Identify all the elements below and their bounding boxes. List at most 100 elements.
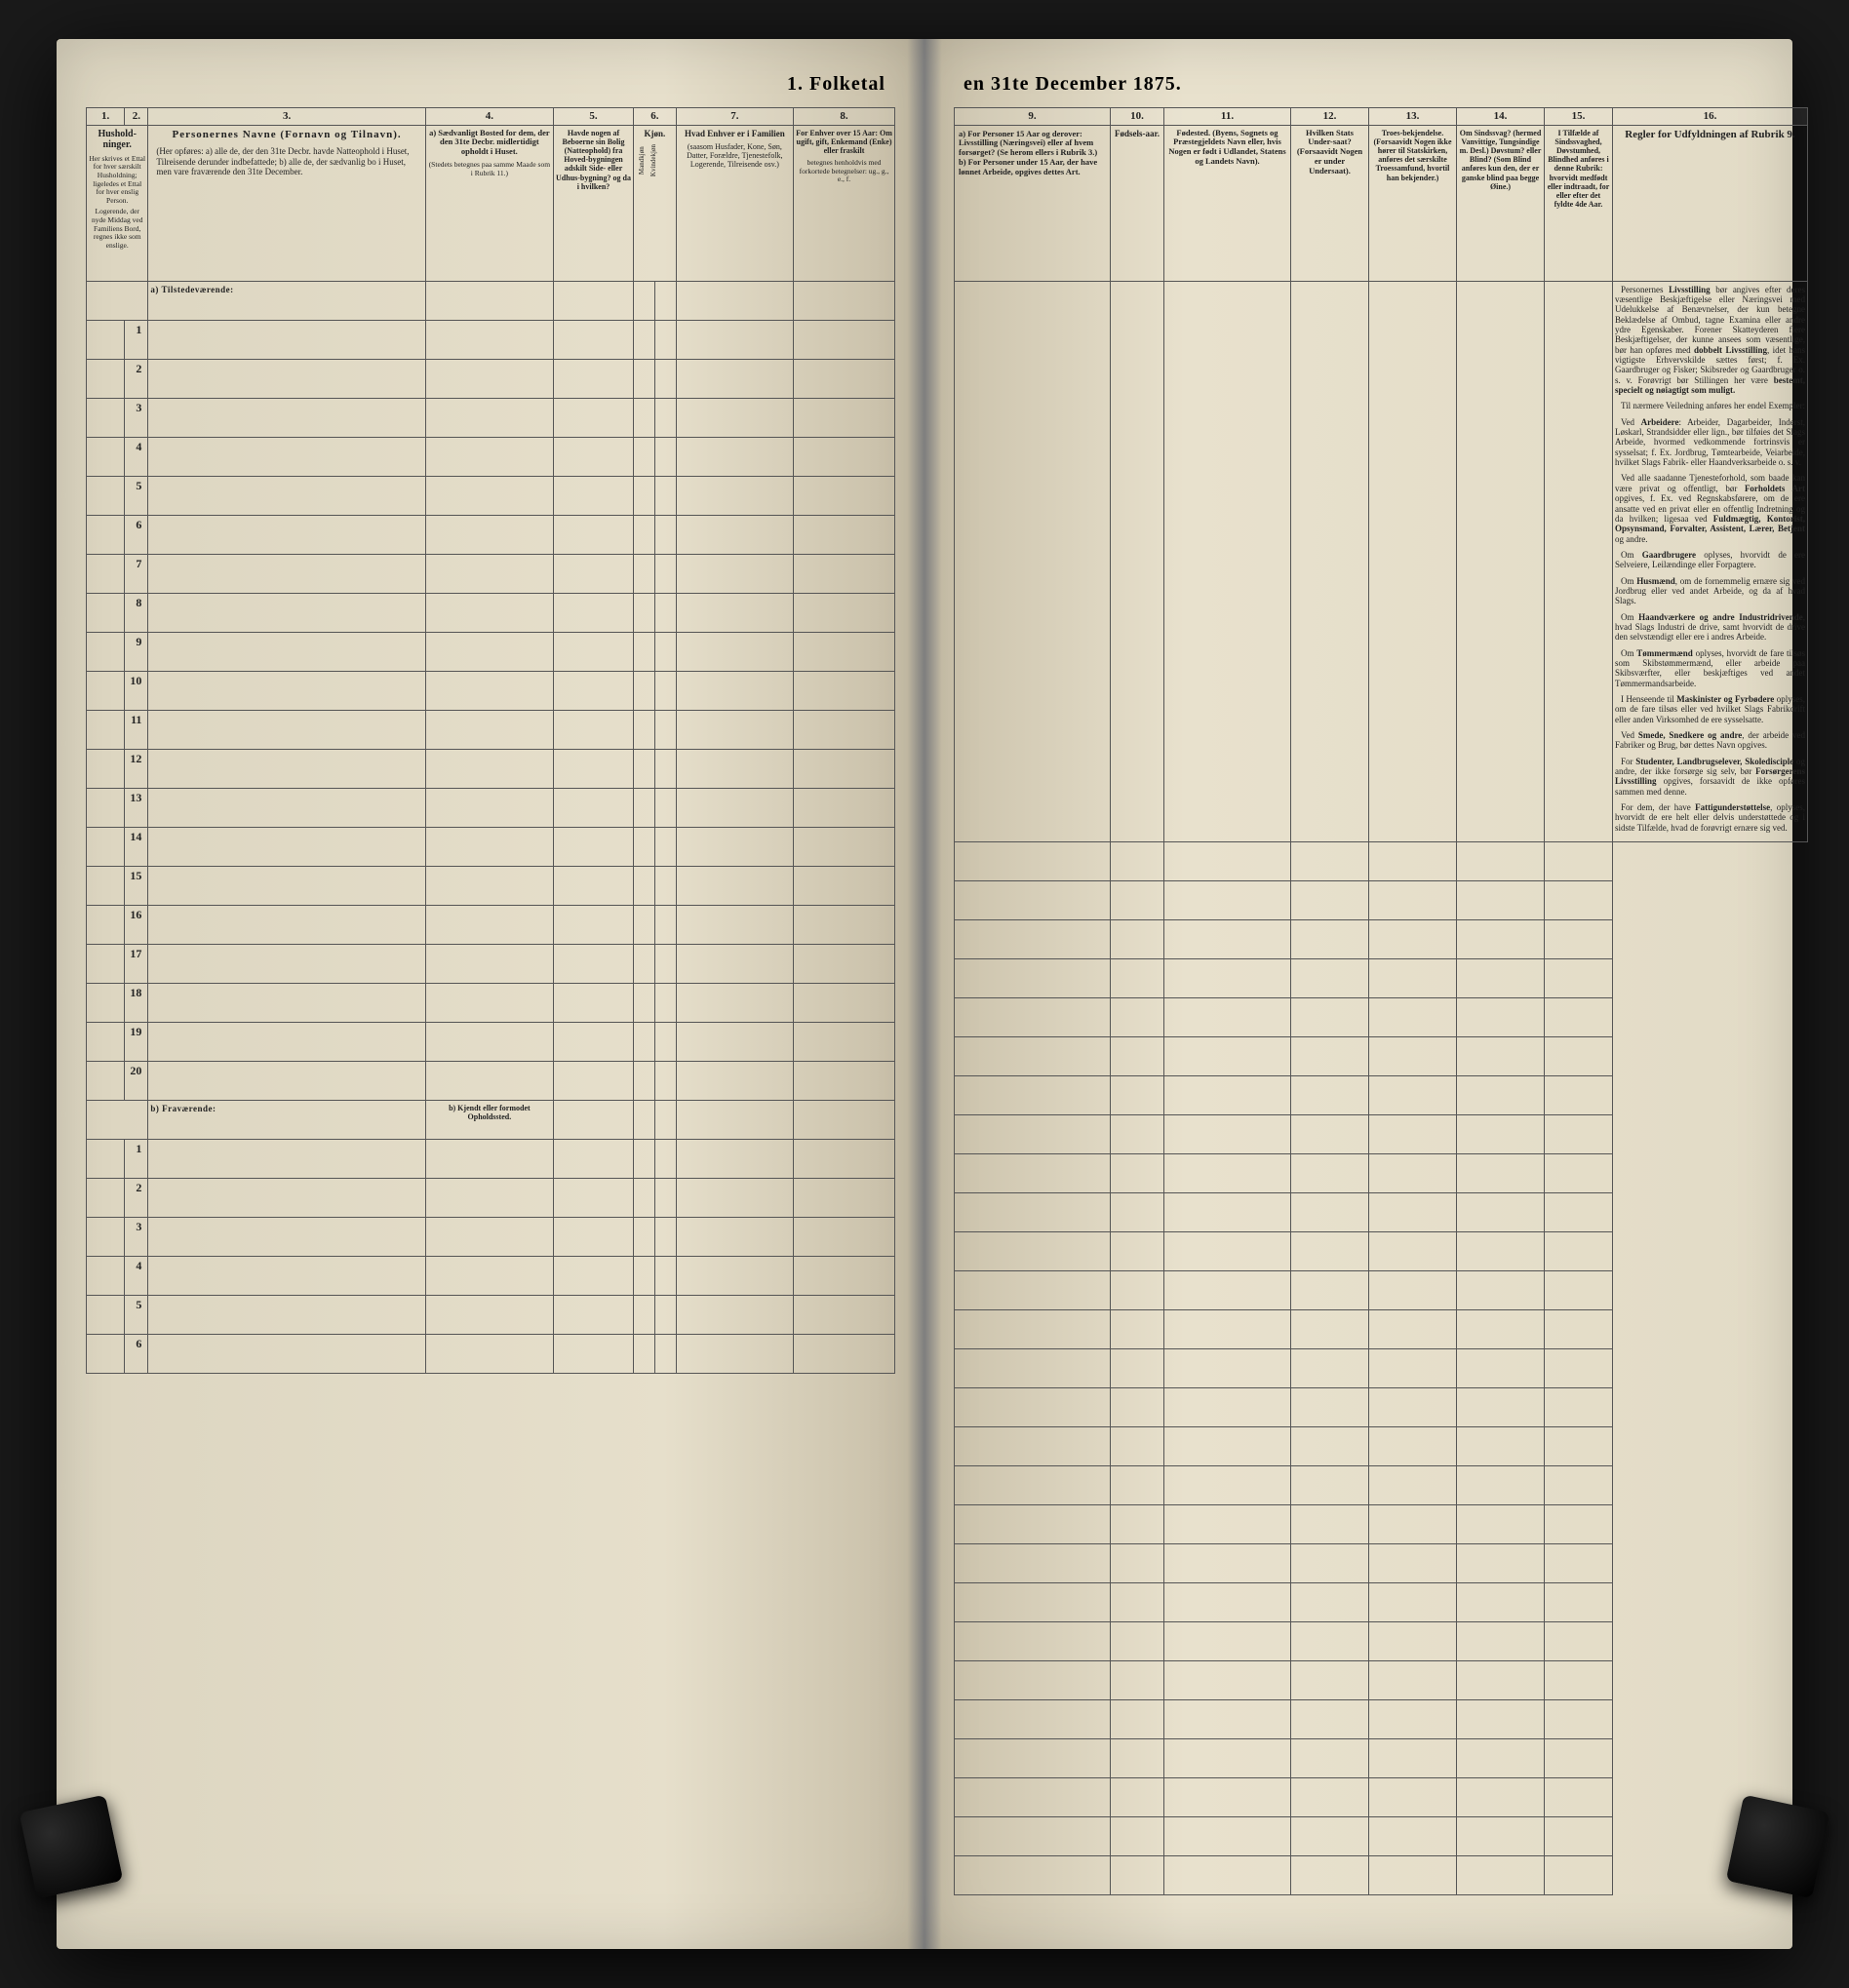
cell xyxy=(1369,1544,1457,1583)
table-row: 12 xyxy=(87,749,895,788)
table-row xyxy=(955,1778,1808,1817)
cell xyxy=(87,749,125,788)
table-row: 16 xyxy=(87,905,895,944)
cell xyxy=(955,1700,1111,1739)
cell xyxy=(676,1022,793,1061)
cell xyxy=(654,671,676,710)
cell xyxy=(148,671,425,710)
cell xyxy=(1164,1349,1291,1388)
cell xyxy=(955,1739,1111,1778)
cell xyxy=(1545,1232,1613,1271)
row-number: 15 xyxy=(125,866,148,905)
cell xyxy=(1291,1700,1369,1739)
cell xyxy=(955,1193,1111,1232)
table-row: 2 xyxy=(87,1178,895,1217)
cell xyxy=(1545,1310,1613,1349)
cell xyxy=(1111,881,1164,920)
cell xyxy=(1369,1115,1457,1154)
cell xyxy=(676,437,793,476)
cell xyxy=(955,1310,1111,1349)
cell xyxy=(794,437,895,476)
cell xyxy=(1369,1154,1457,1193)
cell xyxy=(87,320,125,359)
section-a-pad xyxy=(87,281,148,320)
cell xyxy=(634,1178,655,1217)
cell xyxy=(955,1076,1111,1115)
cell xyxy=(553,983,633,1022)
cell xyxy=(794,632,895,671)
cell xyxy=(553,1295,633,1334)
cell xyxy=(1545,1700,1613,1739)
cell xyxy=(676,320,793,359)
head-8: For Enhver over 15 Aar: Om ugift, gift, … xyxy=(794,125,895,281)
cell xyxy=(955,881,1111,920)
cell xyxy=(553,437,633,476)
row-number: 6 xyxy=(125,1334,148,1373)
cell xyxy=(654,1217,676,1256)
cell xyxy=(1457,1271,1545,1310)
cell xyxy=(1545,1583,1613,1622)
cell xyxy=(1164,920,1291,959)
cell xyxy=(1111,1466,1164,1505)
cell xyxy=(794,944,895,983)
cell xyxy=(1545,1115,1613,1154)
cell xyxy=(676,944,793,983)
cell xyxy=(955,1856,1111,1895)
row-number: 20 xyxy=(125,1061,148,1100)
sub-text-3: (Her opføres: a) alle de, der den 31te D… xyxy=(150,146,422,176)
sub-text-8: betegnes henholdvis med forkortede beteg… xyxy=(796,159,892,184)
cell xyxy=(634,788,655,827)
table-row: 14 xyxy=(87,827,895,866)
binder-clip-icon xyxy=(20,1795,124,1899)
cell xyxy=(654,1061,676,1100)
cell xyxy=(1369,881,1457,920)
cell xyxy=(1164,959,1291,998)
cell xyxy=(425,905,553,944)
head-1-2: Hushold-ninger. Her skrives et Ettal for… xyxy=(87,125,148,281)
cell xyxy=(1457,1700,1545,1739)
cell xyxy=(794,1022,895,1061)
cell xyxy=(1164,998,1291,1037)
cell xyxy=(425,320,553,359)
table-row: 7 xyxy=(87,554,895,593)
cell xyxy=(1111,1232,1164,1271)
head-13: Troes-bekjendelse. (Forsaavidt Nogen ikk… xyxy=(1369,125,1457,281)
cell xyxy=(148,1061,425,1100)
table-row: 15 xyxy=(87,866,895,905)
cell xyxy=(1164,1076,1291,1115)
table-row: 9 xyxy=(87,632,895,671)
cell xyxy=(794,359,895,398)
cell xyxy=(676,554,793,593)
cell xyxy=(955,959,1111,998)
rules-paragraph: Om Gaardbrugere oplyses, hvorvidt de ere… xyxy=(1615,550,1805,570)
row-number: 4 xyxy=(125,1256,148,1295)
cell xyxy=(1291,1388,1369,1427)
cell xyxy=(955,1583,1111,1622)
cell xyxy=(1111,1271,1164,1310)
cell xyxy=(553,320,633,359)
cell xyxy=(553,749,633,788)
table-row: 10 xyxy=(87,671,895,710)
table-row xyxy=(955,959,1808,998)
cell xyxy=(425,398,553,437)
cell xyxy=(1164,1583,1291,1622)
cell xyxy=(87,1061,125,1100)
head-14: Om Sindssvag? (hermed Vanvittige, Tungsi… xyxy=(1457,125,1545,281)
cell xyxy=(1291,1817,1369,1856)
table-row: 4 xyxy=(87,1256,895,1295)
row-number: 1 xyxy=(125,1139,148,1178)
cell xyxy=(634,944,655,983)
cell xyxy=(425,1178,553,1217)
cell xyxy=(634,983,655,1022)
cell xyxy=(794,320,895,359)
cell xyxy=(1545,998,1613,1037)
cell xyxy=(1545,1349,1613,1388)
cell xyxy=(1457,920,1545,959)
cell xyxy=(676,1139,793,1178)
table-row xyxy=(955,1505,1808,1544)
binder-clip-icon xyxy=(1726,1795,1830,1899)
cell xyxy=(1291,959,1369,998)
cell xyxy=(1291,1115,1369,1154)
cell xyxy=(148,1217,425,1256)
colnum-8: 8. xyxy=(794,108,895,126)
